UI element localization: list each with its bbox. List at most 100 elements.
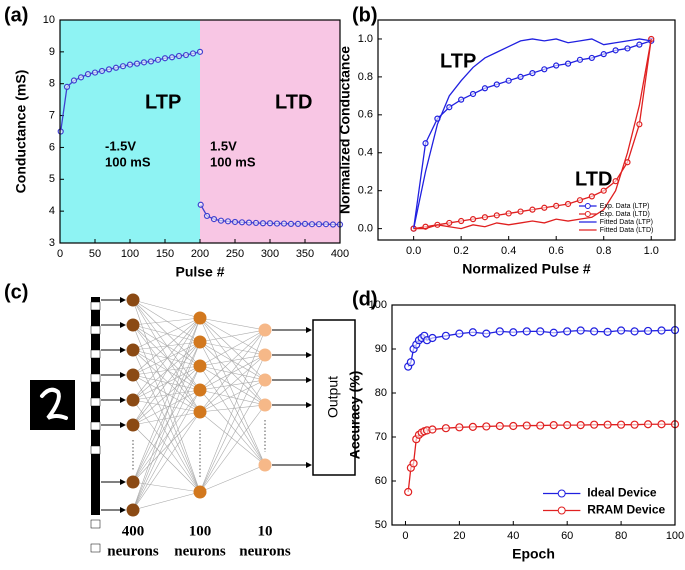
connection bbox=[199, 365, 266, 406]
neuron bbox=[126, 503, 140, 517]
data-point bbox=[469, 90, 477, 98]
data-point bbox=[168, 54, 176, 61]
neuron bbox=[126, 343, 140, 357]
connection bbox=[199, 404, 266, 493]
data-point bbox=[245, 219, 253, 226]
connection bbox=[132, 317, 201, 351]
arrow-head bbox=[120, 322, 126, 328]
input-pixel bbox=[90, 543, 101, 553]
background-region bbox=[200, 20, 340, 243]
connection bbox=[132, 341, 201, 426]
data-point bbox=[119, 63, 127, 70]
layer-count: 100 bbox=[189, 523, 212, 539]
x-tick-label: 0.6 bbox=[549, 245, 564, 257]
data-point bbox=[517, 208, 524, 215]
data-point bbox=[482, 422, 491, 431]
legend-marker bbox=[557, 489, 566, 498]
legend-label: RRAM Device bbox=[587, 503, 665, 517]
arrow-head bbox=[306, 462, 312, 468]
data-point bbox=[612, 47, 619, 54]
data-point bbox=[553, 202, 560, 209]
connection bbox=[199, 329, 266, 367]
y-tick-label: 0.2 bbox=[358, 185, 373, 197]
data-point bbox=[301, 220, 309, 227]
x-tick-label: 0.0 bbox=[406, 245, 421, 257]
y-tick-label: 6 bbox=[49, 141, 55, 153]
y-tick-label: 0.0 bbox=[358, 223, 373, 235]
connection bbox=[132, 299, 201, 319]
connection bbox=[199, 317, 266, 381]
data-point bbox=[154, 56, 162, 63]
arrow-head bbox=[120, 397, 126, 403]
data-point bbox=[576, 326, 585, 335]
x-tick-label: 150 bbox=[156, 248, 174, 260]
data-point bbox=[133, 60, 141, 67]
legend-label: Fitted Data (LTD) bbox=[600, 227, 654, 234]
neuron bbox=[126, 293, 140, 307]
data-point bbox=[541, 204, 548, 211]
y-tick-label: 1.0 bbox=[358, 33, 373, 45]
data-point bbox=[315, 221, 323, 228]
data-point bbox=[329, 221, 337, 228]
data-point bbox=[636, 121, 643, 128]
connection bbox=[199, 365, 266, 466]
connection bbox=[199, 379, 266, 493]
y-tick-label: 10 bbox=[43, 14, 55, 26]
input-pixel bbox=[90, 325, 101, 335]
arrow-head bbox=[120, 372, 126, 378]
connection bbox=[132, 349, 201, 367]
arrow-head bbox=[306, 327, 312, 333]
legend-label: Exp. Data (LTP) bbox=[600, 203, 650, 210]
arrow-head bbox=[306, 352, 312, 358]
data-point bbox=[657, 420, 666, 429]
connection bbox=[132, 299, 201, 391]
annotation: LTP bbox=[440, 50, 476, 72]
data-point bbox=[287, 220, 295, 227]
neuron bbox=[193, 359, 207, 373]
data-point bbox=[600, 187, 607, 194]
input-pixel bbox=[90, 397, 101, 407]
series-line bbox=[413, 38, 652, 230]
y-tick-label: 90 bbox=[375, 343, 387, 355]
data-point bbox=[509, 421, 518, 431]
data-point bbox=[529, 70, 536, 77]
connection bbox=[132, 491, 201, 511]
connection bbox=[132, 365, 201, 511]
annotation: LTD bbox=[575, 168, 612, 190]
data-point bbox=[203, 212, 211, 220]
data-point bbox=[564, 60, 572, 67]
connection bbox=[199, 317, 266, 331]
data-point bbox=[189, 50, 197, 57]
data-point bbox=[493, 212, 500, 219]
connection bbox=[132, 341, 201, 351]
data-point bbox=[643, 420, 653, 429]
legend-marker bbox=[557, 506, 566, 515]
data-point bbox=[529, 206, 536, 213]
input-pixel bbox=[90, 349, 101, 359]
data-point bbox=[505, 77, 512, 84]
plot-frame bbox=[59, 19, 341, 244]
data-point bbox=[446, 219, 453, 227]
digit-stroke bbox=[40, 387, 68, 420]
digit-image bbox=[30, 380, 75, 430]
data-point bbox=[126, 61, 134, 68]
data-point bbox=[481, 214, 489, 221]
legend-label: Fitted Data (LTP) bbox=[600, 219, 653, 226]
data-point bbox=[636, 41, 643, 48]
data-point bbox=[147, 58, 155, 65]
data-point bbox=[630, 420, 639, 429]
data-point bbox=[536, 421, 545, 430]
data-point bbox=[77, 74, 85, 81]
connection bbox=[132, 324, 201, 367]
series-line bbox=[407, 423, 675, 493]
data-point bbox=[541, 66, 548, 73]
data-point bbox=[231, 218, 239, 226]
x-tick-label: 0.4 bbox=[501, 245, 516, 257]
connection bbox=[199, 329, 266, 343]
data-point bbox=[224, 218, 232, 225]
data-point bbox=[455, 423, 464, 432]
data-point bbox=[428, 333, 437, 343]
legend-marker bbox=[584, 211, 591, 217]
connection bbox=[199, 341, 266, 466]
connection bbox=[132, 317, 201, 401]
